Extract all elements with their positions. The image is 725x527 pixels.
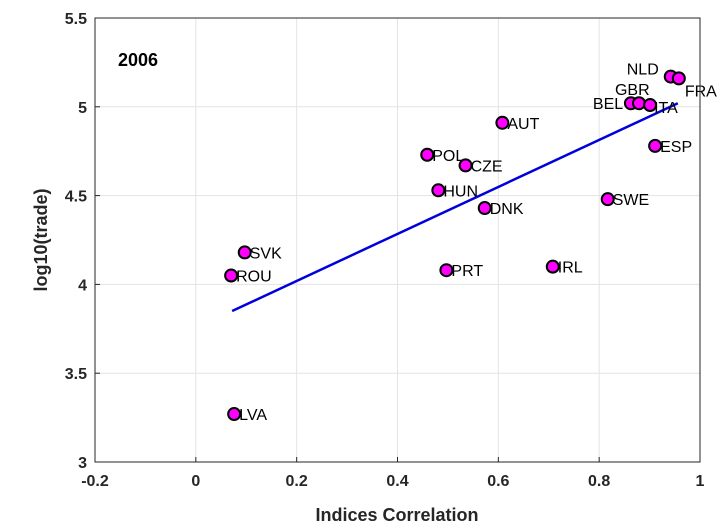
x-tick-label: 0	[191, 473, 200, 490]
point-label: CZE	[471, 158, 503, 175]
data-point	[495, 115, 510, 130]
x-tick-label: -0.2	[81, 473, 109, 490]
y-tick-label: 3	[78, 455, 87, 472]
plot-frame	[94, 17, 701, 463]
y-tick-label: 5.5	[65, 11, 87, 28]
data-point	[420, 147, 435, 162]
data-point	[458, 158, 473, 173]
data-point	[477, 201, 492, 216]
data-point	[439, 263, 454, 278]
data-point	[237, 245, 252, 260]
data-point	[545, 259, 560, 274]
data-point	[227, 407, 242, 422]
point-label: FRA	[685, 83, 717, 100]
point-label: SWE	[613, 192, 649, 209]
point-label: ROU	[236, 269, 272, 286]
point-label: POL	[432, 148, 464, 165]
x-tick-label: 1	[696, 473, 705, 490]
fit-line	[231, 102, 679, 313]
y-axis-label: log10(trade)	[31, 188, 51, 291]
x-tick-label: 0.4	[386, 473, 408, 490]
x-tick-label: 0.6	[487, 473, 509, 490]
x-axis-label: Indices Correlation	[315, 505, 478, 525]
point-label: DNK	[490, 201, 524, 218]
point-label: ITA	[654, 100, 678, 117]
points: SVK ROU LVA POL HUN CZE PRT DNK AUT IRL SWE ESP BELG…	[224, 62, 717, 424]
point-label: ESP	[660, 139, 692, 156]
data-point	[224, 268, 239, 283]
y-tick-label: 4.5	[65, 189, 87, 206]
point-label: GBR	[615, 82, 650, 99]
point-label: LVA	[239, 407, 267, 424]
ticks: -0.2 0 0.2 0.4 0.6 0.8 1 3 3.5 4 4.5 5 5.5	[65, 11, 705, 490]
data-point	[643, 98, 658, 113]
y-tick-label: 3.5	[65, 366, 87, 383]
data-point	[431, 183, 446, 198]
point-label: AUT	[507, 116, 539, 133]
point-label: NLD	[627, 62, 659, 79]
y-tick-label: 4	[78, 277, 87, 294]
x-tick-label: 0.8	[588, 473, 610, 490]
point-label: HUN	[443, 183, 478, 200]
point-label: IRL	[558, 260, 583, 277]
data-point	[671, 71, 686, 86]
x-tick-label: 0.2	[286, 473, 308, 490]
data-point	[648, 138, 663, 153]
point-label: BEL	[593, 96, 623, 113]
point-label: PRT	[451, 263, 483, 280]
y-tick-label: 5	[78, 100, 87, 117]
data-point	[600, 192, 615, 207]
point-label: SVK	[250, 245, 282, 262]
chart-title: 2006	[118, 50, 158, 70]
